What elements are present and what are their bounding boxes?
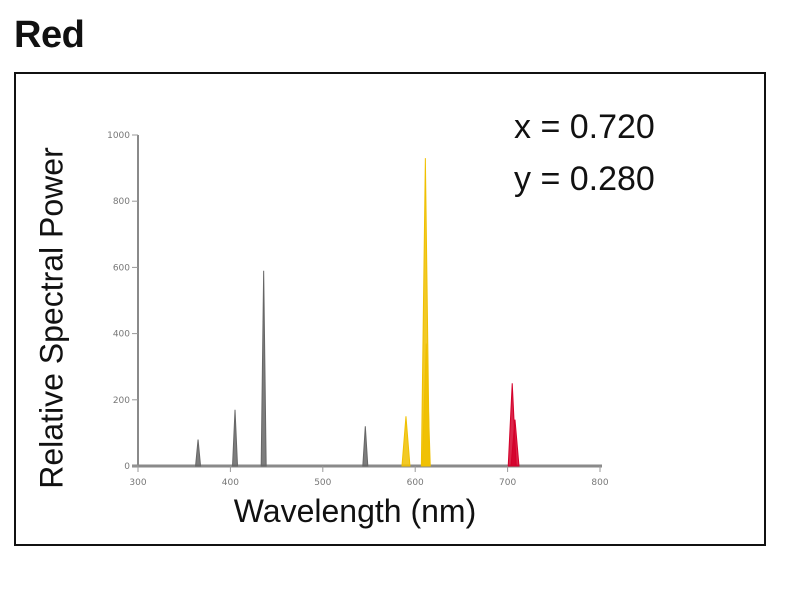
spectral-peak bbox=[362, 426, 369, 467]
spectral-peak bbox=[421, 343, 431, 467]
y-tick-label: 600 bbox=[113, 263, 130, 273]
spectral-peak bbox=[401, 416, 411, 467]
chromaticity-y: y = 0.280 bbox=[514, 160, 655, 198]
x-tick-label: 800 bbox=[591, 478, 608, 488]
chromaticity-x: x = 0.720 bbox=[514, 108, 655, 146]
x-axis-label: Wavelength (nm) bbox=[233, 493, 477, 529]
y-tick-label: 800 bbox=[113, 197, 130, 207]
y-tick-label: 1000 bbox=[107, 131, 130, 141]
spectral-peak bbox=[510, 419, 520, 467]
spectral-peak bbox=[260, 270, 267, 467]
y-tick-label: 200 bbox=[113, 396, 130, 406]
y-tick-label: 0 bbox=[124, 462, 130, 472]
y-tick-label: 400 bbox=[113, 330, 130, 340]
x-tick-label: 700 bbox=[499, 478, 516, 488]
y-axis-label: Relative Spectral Power bbox=[33, 147, 70, 489]
x-tick-label: 400 bbox=[222, 478, 239, 488]
x-tick-label: 600 bbox=[407, 478, 424, 488]
chart-title: Red bbox=[14, 14, 85, 56]
spectral-peak bbox=[195, 439, 202, 467]
x-tick-label: 300 bbox=[129, 478, 146, 488]
spectral-peak bbox=[231, 409, 239, 467]
x-tick-label: 500 bbox=[314, 478, 331, 488]
